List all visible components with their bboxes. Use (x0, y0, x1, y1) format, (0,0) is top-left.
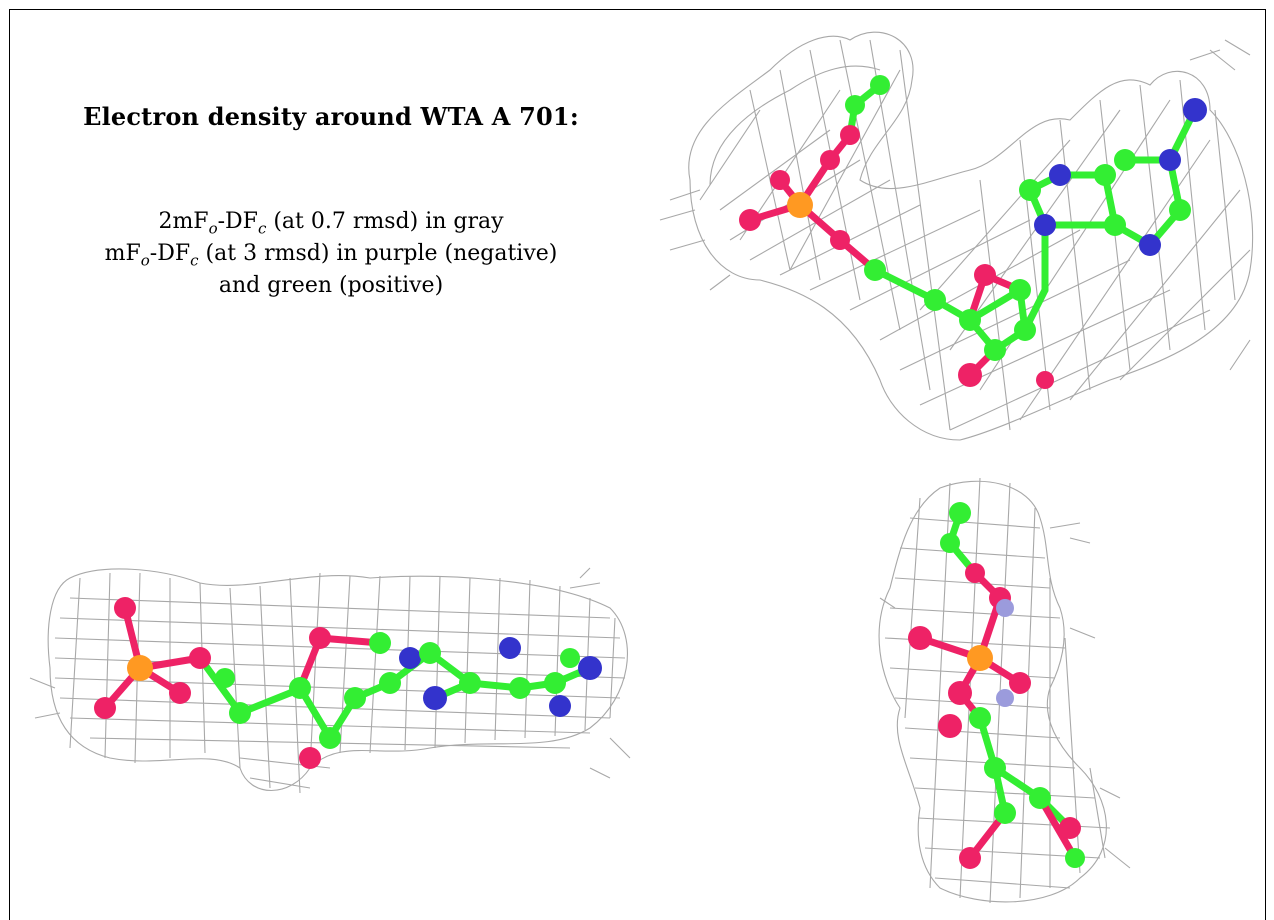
density-render-1 (659, 31, 1254, 441)
density-view-bottom-left (9, 468, 651, 920)
ligand-model (908, 502, 1085, 869)
ligand-model (94, 597, 602, 769)
ligand-model (739, 75, 1207, 389)
legend-line-gray: 2mFo-DFc (at 0.7 rmsd) in gray (158, 209, 504, 238)
electron-density-mesh (878, 477, 1131, 904)
density-render-3 (878, 477, 1131, 904)
density-view-bottom-right (650, 468, 1266, 920)
density-render-2 (29, 567, 631, 794)
caption-cell: Electron density around WTA A 701: 2mFo-… (9, 9, 651, 469)
density-view-top-right (650, 9, 1266, 469)
legend-text: 2mFo-DFc (at 0.7 rmsd) in gray mFo-DFc (… (10, 206, 650, 302)
legend-line-positive: and green (positive) (218, 273, 444, 298)
legend-line-difference: mFo-DFc (at 3 rmsd) in purple (negative) (104, 241, 558, 270)
electron-density-mesh (659, 31, 1254, 441)
figure-title: Electron density around WTA A 701: (83, 102, 579, 131)
